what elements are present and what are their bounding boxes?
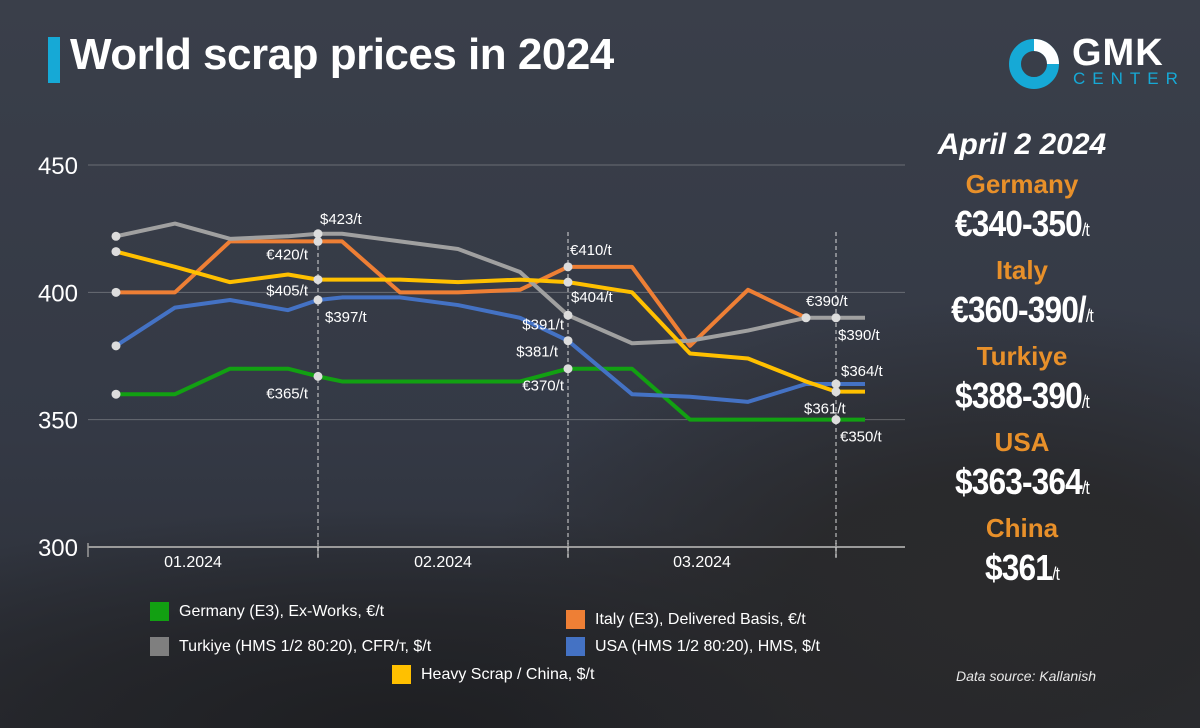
- data-point: [313, 275, 323, 285]
- summary-country: Italy: [995, 255, 1049, 285]
- series-line-1: [116, 239, 807, 348]
- price-unit: /t: [1081, 220, 1090, 240]
- legend-swatch: [150, 637, 169, 656]
- price-value: €340-350: [955, 203, 1083, 244]
- legend-swatch: [566, 637, 585, 656]
- summary-country: Turkiye: [976, 341, 1068, 371]
- legend-swatch: [566, 610, 585, 629]
- price-value: $363-364: [955, 461, 1083, 502]
- data-label: €410/t: [570, 242, 613, 259]
- data-point: [563, 277, 573, 287]
- price-value: €360-390/: [951, 289, 1087, 330]
- data-label: €390/t: [806, 293, 849, 310]
- page-title: World scrap prices in 2024: [70, 30, 614, 79]
- series-start-point: [111, 231, 121, 241]
- logo-text-center: CENTER: [1073, 69, 1185, 88]
- data-label: €420/t: [266, 246, 309, 263]
- summary-price: $363-364/t: [925, 458, 1119, 512]
- price-unit: /t: [1081, 478, 1090, 498]
- legend-germany: Germany (E3), Ex-Works, €/t: [150, 602, 384, 621]
- data-point: [831, 379, 841, 389]
- price-unit: /t: [1085, 306, 1094, 326]
- data-label: $390/t: [838, 327, 881, 344]
- data-label: €350/t: [840, 429, 883, 446]
- data-point: [801, 313, 811, 323]
- data-source: Data source: Kallanish: [956, 668, 1097, 684]
- data-point: [563, 262, 573, 272]
- series-start-point: [111, 389, 121, 399]
- series-line-0: [116, 366, 865, 422]
- summary-price: €360-390//t: [925, 286, 1119, 340]
- legend-turkiye: Turkiye (HMS 1/2 80:20), CFR/т, $/t: [150, 637, 431, 656]
- data-point: [831, 313, 841, 323]
- data-label: $397/t: [325, 309, 368, 326]
- legend-swatch: [150, 602, 169, 621]
- legend-label: Heavy Scrap / China, $/t: [421, 665, 595, 683]
- legend-italy: Italy (E3), Delivered Basis, €/t: [566, 610, 806, 629]
- series-line-2: [115, 221, 865, 346]
- series-line-4: [115, 249, 865, 394]
- data-point: [831, 387, 841, 397]
- data-point: [313, 371, 323, 381]
- legend-china: Heavy Scrap / China, $/t: [392, 665, 594, 684]
- summary-country: Germany: [965, 169, 1079, 199]
- summary-price: €340-350/t: [925, 200, 1119, 254]
- data-point: [563, 336, 573, 346]
- gmk-center-logo: GMK CENTER: [1006, 32, 1178, 91]
- data-label: $423/t: [320, 211, 363, 228]
- data-label: $391/t: [522, 316, 565, 333]
- data-point: [313, 295, 323, 305]
- y-tick-label: 350: [38, 408, 78, 435]
- series-start-point: [111, 247, 121, 257]
- logo-text-gmk: GMK: [1072, 32, 1164, 74]
- data-label: €370/t: [522, 378, 565, 395]
- x-tick-label: 01.2024: [164, 554, 222, 571]
- price-value: $388-390: [955, 375, 1083, 416]
- legend-label: Germany (E3), Ex-Works, €/t: [179, 602, 385, 620]
- data-label: $405/t: [266, 283, 309, 300]
- series-start-point: [111, 287, 121, 297]
- summary-country: USA: [994, 427, 1050, 457]
- summary-country: China: [985, 513, 1059, 543]
- data-point: [563, 310, 573, 320]
- data-label: €365/t: [266, 385, 309, 402]
- legend-label: USA (HMS 1/2 80:20), HMS, $/t: [595, 637, 820, 655]
- data-point: [313, 236, 323, 246]
- y-tick-label: 300: [38, 535, 78, 562]
- data-label: $361/t: [804, 401, 847, 418]
- data-point: [563, 364, 573, 374]
- legend-usa: USA (HMS 1/2 80:20), HMS, $/t: [566, 637, 820, 656]
- data-label: $404/t: [571, 289, 614, 306]
- price-unit: /t: [1081, 392, 1090, 412]
- legend-label: Italy (E3), Delivered Basis, €/t: [595, 610, 806, 628]
- price-unit: /t: [1051, 564, 1060, 584]
- legend-label: Turkiye (HMS 1/2 80:20), CFR/т, $/t: [179, 637, 432, 655]
- data-label: $364/t: [841, 363, 884, 380]
- data-point: [831, 415, 841, 425]
- price-value: $361: [984, 547, 1053, 588]
- series-start-point: [111, 341, 121, 351]
- title-accent-bar: [48, 37, 60, 83]
- price-summary-panel: April 2 2024 Germany €340-350/t Italy €360-…: [912, 128, 1132, 598]
- y-tick-label: 450: [38, 153, 78, 180]
- data-label: $381/t: [516, 344, 559, 361]
- legend-swatch: [392, 665, 411, 684]
- summary-date: April 2 2024: [937, 128, 1107, 161]
- logo-ring-icon: [1009, 39, 1059, 89]
- summary-price: $388-390/t: [925, 372, 1119, 426]
- summary-price: $361/t: [925, 544, 1119, 598]
- data-point: [313, 229, 323, 239]
- series-line-3: [114, 295, 865, 404]
- x-tick-label: 02.2024: [414, 554, 472, 571]
- x-tick-label: 03.2024: [673, 554, 731, 571]
- y-tick-label: 400: [38, 280, 78, 307]
